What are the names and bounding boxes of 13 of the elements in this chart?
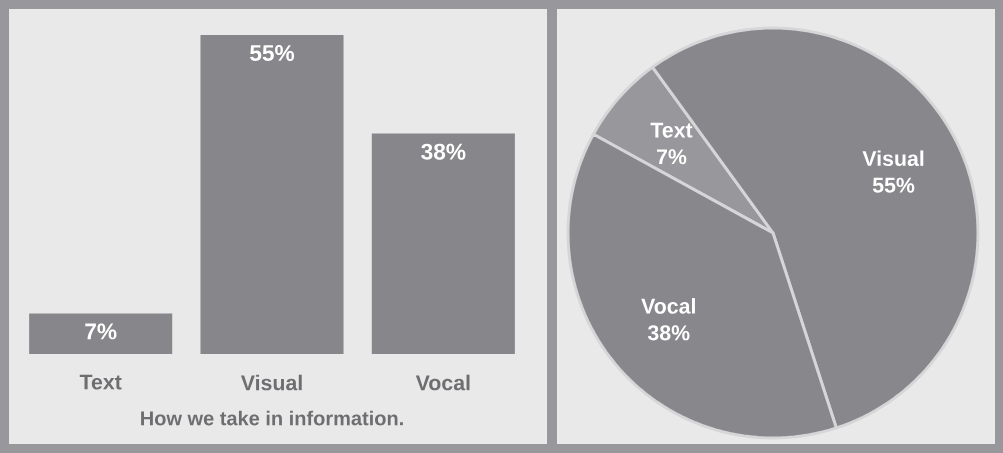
x-tick-label: Vocal [415,374,470,391]
data-label: 38% [647,325,690,341]
data-label: 7% [85,323,117,340]
x-tick-label: Text [79,374,122,390]
data-label: 55% [872,177,915,193]
slice-label: Text [650,122,693,138]
data-label: 55% [250,45,295,62]
slice-label: Visual [862,150,924,167]
text: How we take in information. [141,410,403,426]
slice-label: Vocal [641,298,695,314]
x-tick-label: Visual [240,374,302,391]
data-label: 7% [657,149,687,165]
data-label: 38% [421,143,466,160]
